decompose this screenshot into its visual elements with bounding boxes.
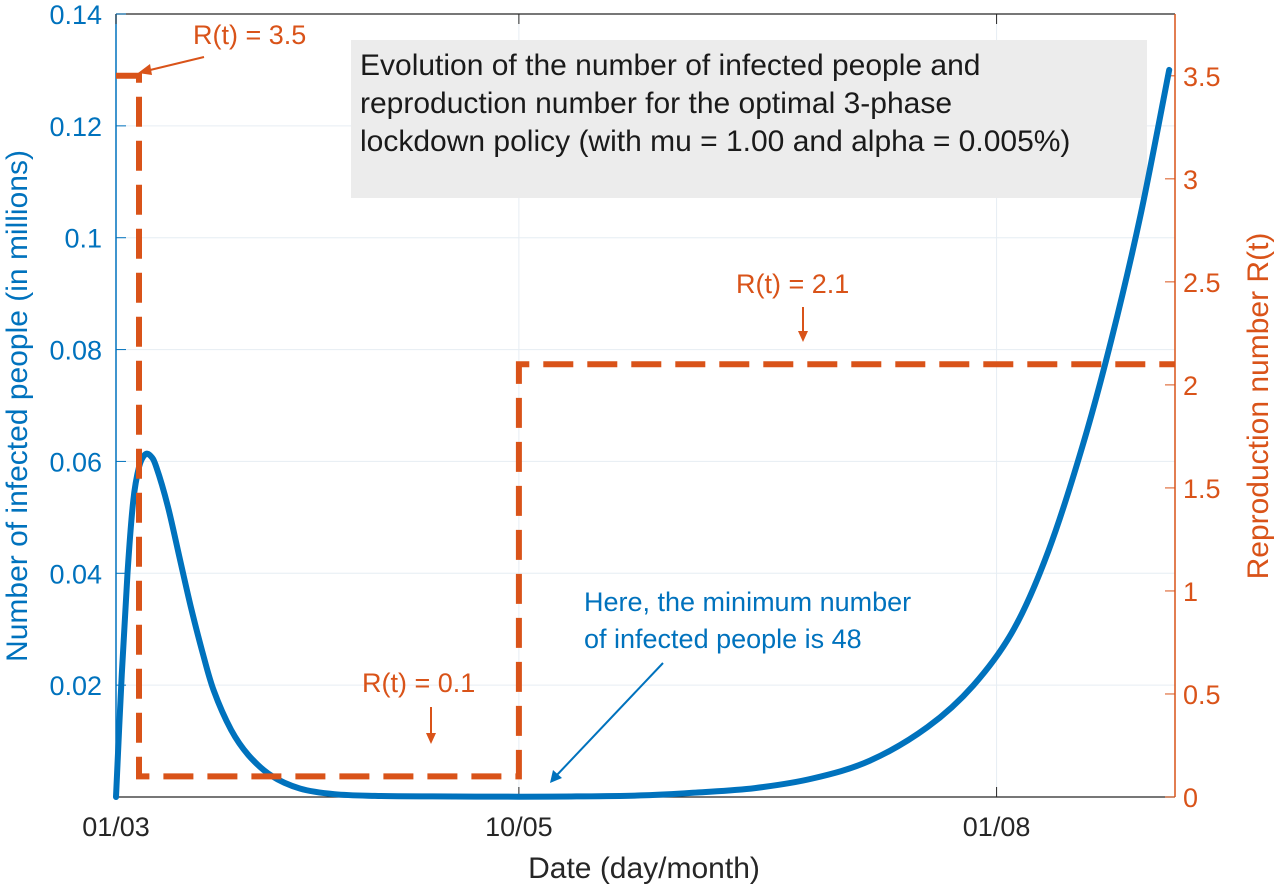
- y-left-tick-label-1: 0.04: [49, 559, 102, 589]
- y-left-tick-label-4: 0.1: [64, 224, 102, 254]
- chart-title-line-2: reproduction number for the optimal 3-ph…: [360, 87, 952, 120]
- infected-series-line: [113, 66, 1173, 800]
- annotation-r-0-1: R(t) = 0.1: [362, 668, 475, 744]
- annotation-r-2-1-arrowhead: [798, 331, 808, 342]
- annotation-r-2-1: R(t) = 2.1: [736, 269, 849, 342]
- y-axis-left-label: Number of infected people (in millions): [1, 150, 34, 662]
- annotation-r-3-5-arrow: [145, 56, 205, 72]
- axes: [115, 13, 1176, 798]
- annotation-minimum: Here, the minimum number of infected peo…: [550, 587, 911, 783]
- y-right-tick-label-0: 0: [1183, 783, 1198, 813]
- y-left-tick-label-6: 0.14: [49, 0, 102, 30]
- x-tick-label-0: 01/03: [82, 812, 150, 842]
- chart-title-line-3: lockdown policy (with mu = 1.00 and alph…: [360, 125, 1070, 158]
- y-right-tick-label-2: 1: [1183, 577, 1198, 607]
- y-right-tick-label-1: 0.5: [1183, 680, 1221, 710]
- rt-series-line: [116, 72, 1175, 780]
- x-tick-label-2: 01/08: [963, 812, 1031, 842]
- ticks: 01/03 10/05 01/08 0.02 0.04 0.06 0.08 0.1 0.12 0.…: [49, 0, 1220, 842]
- y-axis-right-label: Reproduction number R(t): [1242, 233, 1275, 580]
- annotation-r-3-5-label: R(t) = 3.5: [193, 20, 306, 50]
- annotation-minimum-arrowhead: [550, 770, 562, 783]
- y-right-tick-label-7: 3.5: [1183, 62, 1221, 92]
- annotation-r-2-1-label: R(t) = 2.1: [736, 269, 849, 299]
- annotation-r-3-5-arrowhead: [138, 64, 152, 75]
- y-left-tick-label-5: 0.12: [49, 112, 102, 142]
- y-right-tick-label-5: 2.5: [1183, 268, 1221, 298]
- chart-title: Evolution of the number of infected peop…: [360, 49, 1070, 158]
- y-left-tick-label-0: 0.02: [49, 671, 102, 701]
- annotation-minimum-line-1: Here, the minimum number: [584, 587, 911, 617]
- y-left-tick-label-3: 0.08: [49, 336, 102, 366]
- y-right-tick-label-3: 1.5: [1183, 474, 1221, 504]
- annotation-r-0-1-arrowhead: [426, 733, 436, 744]
- annotation-minimum-arrow: [555, 662, 664, 777]
- y-left-tick-label-2: 0.06: [49, 447, 102, 477]
- annotation-r-0-1-label: R(t) = 0.1: [362, 668, 475, 698]
- series: [113, 66, 1175, 800]
- x-tick-label-1: 10/05: [485, 812, 553, 842]
- chart-title-line-1: Evolution of the number of infected peop…: [360, 49, 980, 82]
- x-axis-label: Date (day/month): [528, 852, 760, 885]
- title-box: [351, 40, 1147, 198]
- annotation-minimum-line-2: of infected people is 48: [584, 624, 862, 654]
- annotation-r-3-5: R(t) = 3.5: [138, 20, 306, 75]
- y-right-tick-label-4: 2: [1183, 371, 1198, 401]
- y-right-tick-label-6: 3: [1183, 165, 1198, 195]
